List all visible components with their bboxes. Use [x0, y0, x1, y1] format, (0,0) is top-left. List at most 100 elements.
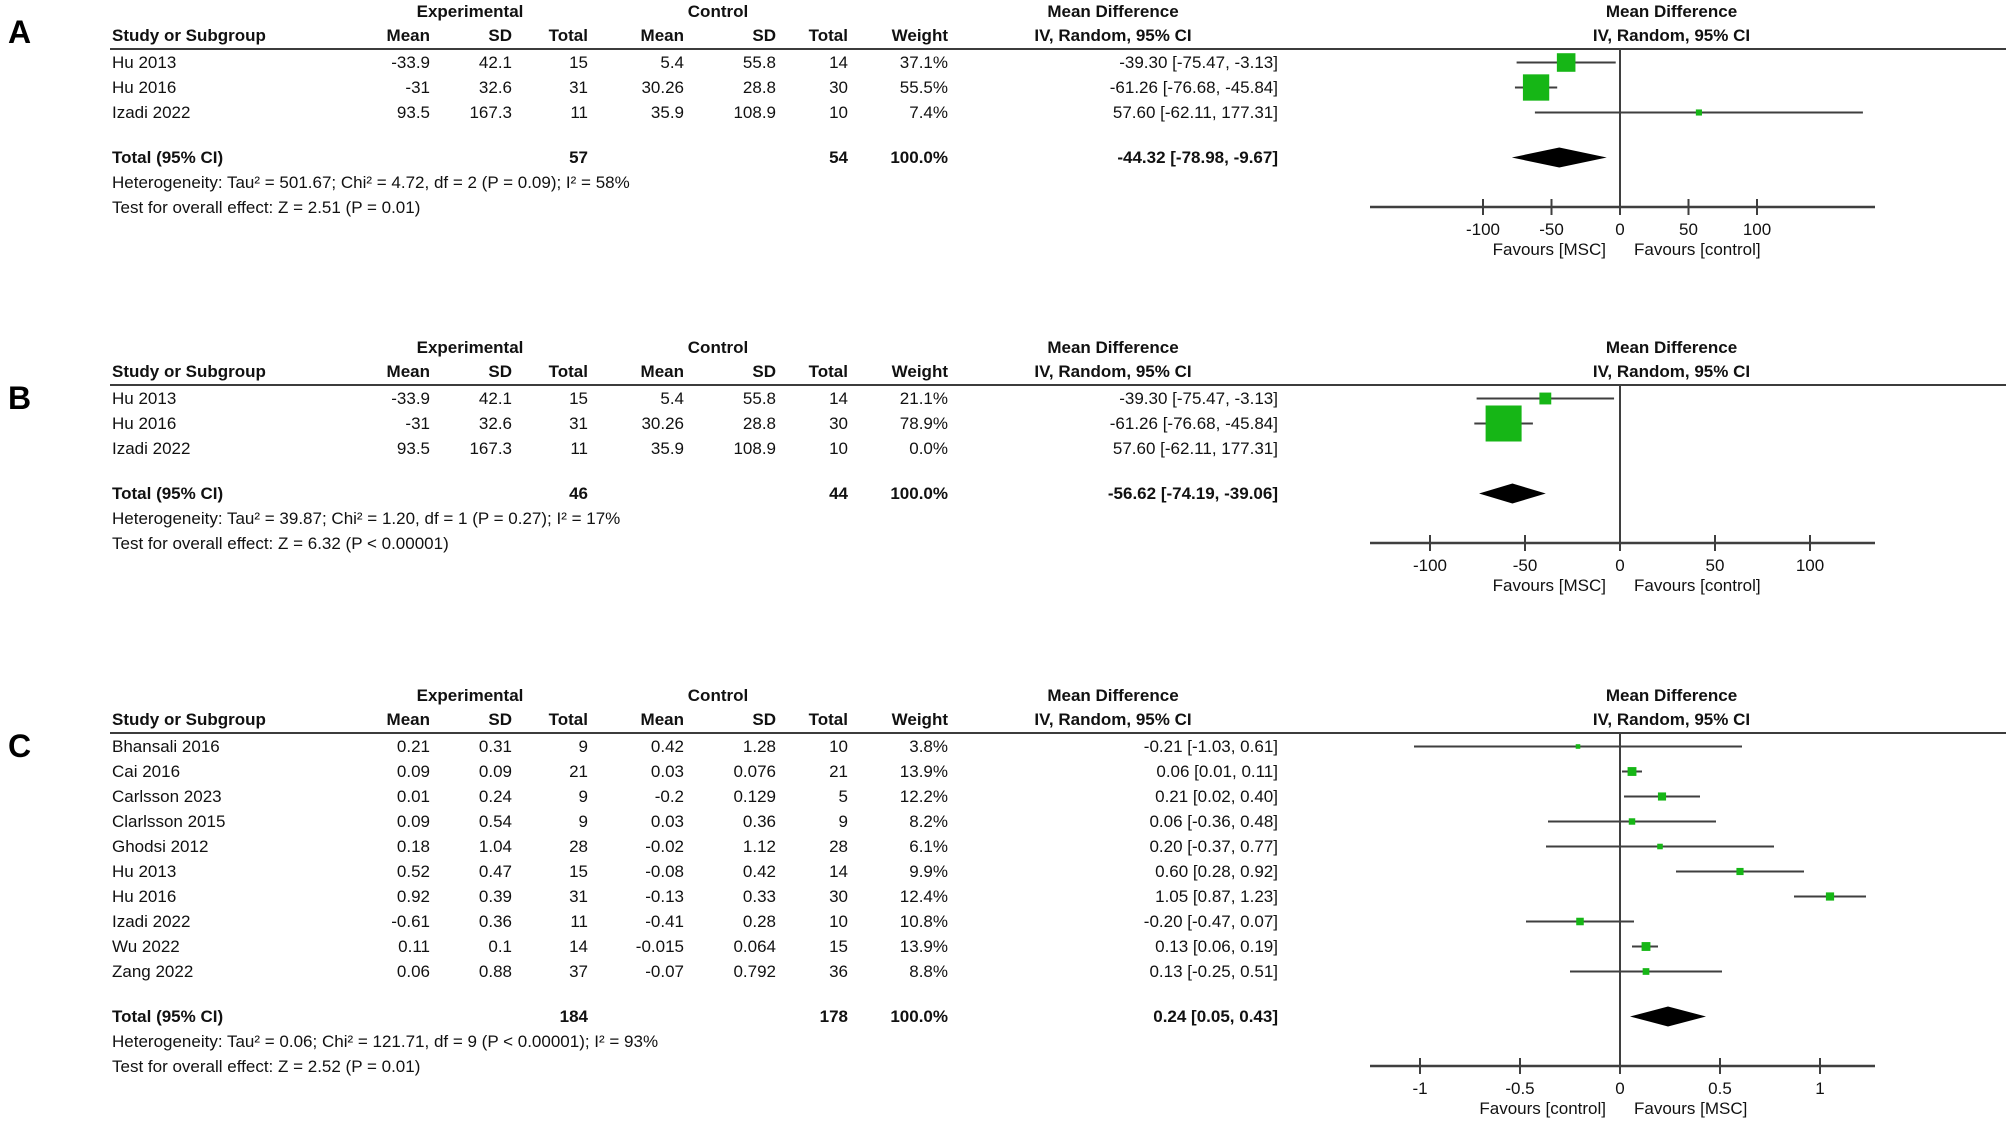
control-sd: 1.28 [742, 737, 776, 756]
md-ci-text: -0.20 [-0.47, 0.07] [1143, 912, 1278, 931]
md-ci-text: 0.20 [-0.37, 0.77] [1149, 837, 1278, 856]
header-rule [110, 384, 2006, 386]
overall-effect-test: Test for overall effect: Z = 2.51 (P = 0… [112, 198, 421, 217]
study-weight: 12.4% [899, 887, 948, 906]
favours-right-label: Favours [control] [1634, 576, 1761, 595]
study-name: Izadi 2022 [112, 912, 191, 931]
total-experimental-n: 57 [569, 148, 588, 167]
experimental-sd: 167.3 [469, 103, 512, 122]
experimental-mean: 0.21 [396, 737, 430, 756]
study-row: Ghodsi 2012 0.18 1.04 28 -0.02 1.12 28 6… [112, 834, 1282, 859]
control-sd: 1.12 [742, 837, 776, 856]
forest-plot-canvas: -1 -0.5 0 0.5 1 Favours [control] Favours [MSC… [1370, 732, 1875, 1118]
control-mean: -0.07 [645, 962, 684, 981]
study-name: Wu 2022 [112, 937, 180, 956]
control-mean: 0.03 [650, 762, 684, 781]
control-mean: -0.13 [645, 887, 684, 906]
total-experimental-n: 46 [569, 484, 588, 503]
control-group-header: Control [687, 686, 749, 705]
experimental-total: 15 [569, 53, 588, 72]
study-row: Izadi 2022 93.5 167.3 11 35.9 108.9 10 0… [112, 436, 1282, 461]
control-sd: 55.8 [742, 53, 776, 72]
weight-square [1522, 74, 1550, 101]
control-total: 14 [829, 53, 848, 72]
column-header-row: Study or Subgroup Mean SD Total Mean SD … [112, 708, 1282, 732]
experimental-sd: 0.09 [478, 762, 512, 781]
study-weight: 21.1% [899, 389, 948, 408]
exp-total-header: Total [548, 710, 588, 729]
total-row: Total (95% CI) 57 54 100.0% -44.32 [-78.… [112, 145, 1282, 170]
control-sd: 28.8 [742, 78, 776, 97]
control-total: 30 [829, 414, 848, 433]
experimental-total: 11 [570, 912, 588, 931]
study-weight: 3.8% [909, 737, 948, 756]
study-table: Experimental Control Mean Difference Stu… [112, 336, 1282, 556]
ctl-sd-header: SD [752, 26, 776, 45]
experimental-total: 14 [569, 937, 588, 956]
experimental-sd: 0.47 [478, 862, 512, 881]
weight-header: Weight [891, 362, 948, 381]
md-column-subtitle: IV, Random, 95% CI [1034, 710, 1192, 729]
overall-effect-test: Test for overall effect: Z = 2.52 (P = 0… [112, 1057, 421, 1076]
plot-column-header: Mean Difference IV, Random, 95% CI [1335, 684, 2008, 732]
ctl-total-header: Total [808, 710, 848, 729]
study-name: Hu 2016 [112, 78, 177, 97]
md-ci-text: 0.13 [0.06, 0.19] [1155, 937, 1278, 956]
weight-header: Weight [891, 710, 948, 729]
control-total: 36 [829, 962, 848, 981]
experimental-total: 31 [569, 414, 588, 433]
experimental-total: 9 [578, 787, 588, 806]
control-total: 30 [829, 887, 848, 906]
control-sd: 0.792 [733, 962, 776, 981]
experimental-sd: 0.54 [478, 812, 512, 831]
control-sd: 108.9 [733, 439, 776, 458]
control-group-header: Control [687, 2, 749, 21]
study-name: Hu 2013 [112, 389, 177, 408]
summary-diamond [1630, 1006, 1706, 1027]
experimental-mean: 0.09 [396, 812, 430, 831]
control-mean: -0.02 [645, 837, 684, 856]
experimental-mean: -31 [405, 78, 430, 97]
study-column-header: Study or Subgroup [112, 362, 266, 381]
overall-effect-test: Test for overall effect: Z = 6.32 (P < 0… [112, 534, 449, 553]
total-md-ci: -44.32 [-78.98, -9.67] [1117, 148, 1278, 167]
total-control-n: 44 [829, 484, 848, 503]
study-row: Clarlsson 2015 0.09 0.54 9 0.03 0.36 9 8… [112, 809, 1282, 834]
md-column-subtitle: IV, Random, 95% CI [1034, 26, 1192, 45]
total-experimental-n: 184 [559, 1007, 588, 1026]
plot-md-title: Mean Difference [1605, 2, 1738, 21]
study-row: Hu 2013 -33.9 42.1 15 5.4 55.8 14 21.1% … [112, 386, 1282, 411]
axis-tick-label: -0.5 [1505, 1079, 1534, 1098]
weight-square [1657, 792, 1667, 801]
exp-total-header: Total [548, 26, 588, 45]
experimental-mean: 0.18 [396, 837, 430, 856]
experimental-group-header: Experimental [416, 338, 524, 357]
experimental-total: 11 [570, 439, 588, 458]
control-group-header: Control [687, 338, 749, 357]
column-header-row: Study or Subgroup Mean SD Total Mean SD … [112, 360, 1282, 384]
control-total: 14 [829, 862, 848, 881]
study-weight: 13.9% [899, 762, 948, 781]
md-ci-text: -0.21 [-1.03, 0.61] [1143, 737, 1278, 756]
heterogeneity-stats: Heterogeneity: Tau² = 0.06; Chi² = 121.7… [112, 1032, 659, 1051]
study-row: Carlsson 2023 0.01 0.24 9 -0.2 0.129 5 1… [112, 784, 1282, 809]
study-name: Zang 2022 [112, 962, 194, 981]
experimental-total: 31 [569, 887, 588, 906]
plot-md-subtitle: IV, Random, 95% CI [1592, 710, 1751, 729]
control-total: 14 [829, 389, 848, 408]
experimental-sd: 0.39 [478, 887, 512, 906]
experimental-mean: -33.9 [391, 53, 430, 72]
ctl-mean-header: Mean [640, 710, 684, 729]
experimental-sd: 32.6 [478, 78, 512, 97]
control-mean: 5.4 [660, 53, 684, 72]
weight-header: Weight [891, 26, 948, 45]
study-weight: 78.9% [899, 414, 948, 433]
md-ci-text: 0.60 [0.28, 0.92] [1155, 862, 1278, 881]
md-ci-text: 0.06 [0.01, 0.11] [1156, 762, 1278, 781]
control-mean: 35.9 [650, 103, 684, 122]
md-ci-text: 57.60 [-62.11, 177.31] [1112, 439, 1278, 458]
total-row: Total (95% CI) 46 44 100.0% -56.62 [-74.… [112, 481, 1282, 506]
study-weight: 6.1% [909, 837, 948, 856]
study-weight: 9.9% [909, 862, 948, 881]
